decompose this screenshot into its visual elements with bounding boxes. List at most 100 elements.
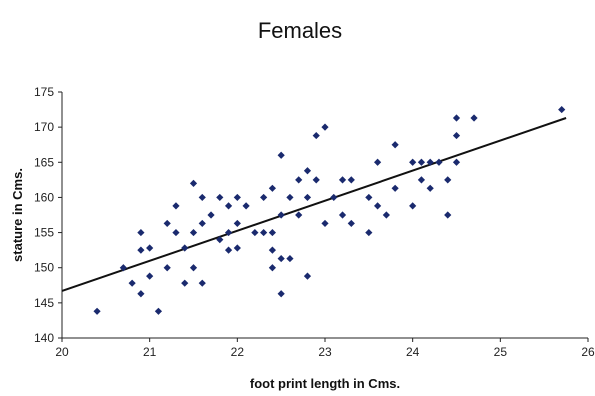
data-point (277, 290, 285, 298)
data-point (312, 131, 320, 140)
data-point (154, 307, 163, 315)
y-tick-label: 160 (34, 190, 54, 204)
data-point (137, 228, 145, 237)
data-point (268, 264, 276, 272)
data-point (409, 202, 417, 210)
data-point (558, 105, 566, 114)
data-point (242, 202, 250, 210)
data-point (321, 123, 329, 131)
x-axis-label: foot print length in Cms. (250, 376, 400, 391)
data-point (452, 131, 461, 140)
data-point (260, 193, 268, 202)
data-point (172, 228, 180, 237)
data-point (93, 307, 101, 315)
data-point (452, 158, 461, 166)
data-point (426, 184, 434, 192)
data-point (251, 228, 259, 237)
x-tick-label: 22 (231, 345, 245, 359)
data-point (391, 184, 399, 192)
data-point (374, 158, 382, 166)
x-tick-group: 20 21 22 23 24 25 26 (55, 338, 595, 359)
data-point (312, 176, 320, 184)
data-point (163, 264, 171, 272)
y-tick-label: 170 (34, 120, 54, 134)
data-point (216, 236, 224, 244)
data-point (303, 193, 312, 202)
x-tick-label: 21 (143, 345, 157, 359)
data-point (260, 228, 268, 237)
data-point (277, 254, 285, 263)
data-point (224, 228, 233, 237)
data-point (444, 211, 452, 219)
data-point (295, 211, 303, 219)
data-point (146, 244, 154, 252)
data-point (470, 114, 478, 122)
y-tick-group: 140 145 150 155 160 165 170 175 (34, 85, 62, 345)
data-point (268, 228, 276, 237)
data-point (172, 202, 180, 210)
data-point (452, 114, 461, 122)
data-point (391, 141, 399, 149)
data-point (277, 211, 285, 219)
y-axis-label: stature in Cms. (10, 168, 25, 262)
data-point (207, 211, 215, 219)
x-tick-label: 23 (318, 345, 332, 359)
data-point (198, 279, 206, 287)
data-point (303, 167, 312, 175)
data-point (338, 211, 347, 219)
data-point (146, 272, 154, 280)
y-tick-label: 175 (34, 85, 54, 99)
y-tick-label: 150 (34, 261, 54, 275)
y-tick-label: 165 (34, 155, 54, 169)
data-point (181, 244, 189, 252)
data-point (189, 179, 198, 187)
data-point (137, 246, 145, 254)
data-point (224, 202, 233, 210)
data-point (444, 176, 452, 184)
data-point (330, 193, 338, 202)
data-point (347, 176, 355, 184)
data-point (189, 228, 198, 237)
data-point (286, 193, 294, 202)
data-point (224, 246, 233, 254)
data-point (189, 264, 198, 272)
data-points (93, 105, 566, 315)
data-point (435, 158, 443, 166)
y-tick-label: 155 (34, 226, 54, 240)
data-point (233, 244, 241, 252)
x-tick-label: 20 (55, 345, 69, 359)
data-point (137, 290, 145, 298)
y-tick-label: 140 (34, 331, 54, 345)
data-point (198, 193, 206, 202)
data-point (409, 158, 417, 166)
data-point (277, 151, 285, 159)
data-point (338, 176, 347, 184)
data-point (216, 193, 224, 202)
data-point (181, 279, 189, 287)
x-tick-label: 24 (406, 345, 420, 359)
data-point (286, 254, 294, 263)
data-point (198, 219, 206, 228)
data-point (426, 158, 434, 166)
data-point (119, 264, 127, 272)
data-point (382, 211, 390, 219)
data-point (233, 193, 241, 202)
data-point (321, 219, 329, 228)
x-tick-label: 26 (581, 345, 595, 359)
data-point (233, 219, 241, 228)
data-point (303, 272, 312, 280)
data-point (374, 202, 382, 210)
data-point (365, 228, 373, 237)
data-point (128, 279, 136, 287)
data-point (295, 176, 303, 184)
data-point (268, 246, 276, 254)
y-tick-label: 145 (34, 296, 54, 310)
chart-title: Females (258, 18, 342, 43)
x-tick-label: 25 (494, 345, 508, 359)
data-point (268, 184, 276, 192)
trendline (61, 117, 567, 292)
data-point (163, 219, 171, 228)
data-point (417, 158, 426, 166)
